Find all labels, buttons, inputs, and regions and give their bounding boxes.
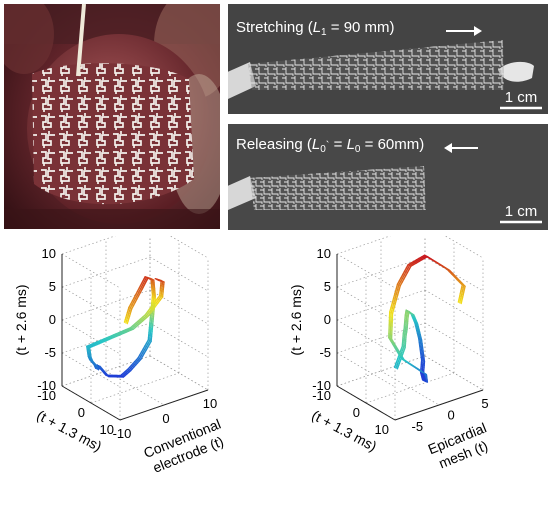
releasing-panel: Releasing (L0` = L0 = 60mm) 1 cm [228, 124, 548, 230]
trace-segment [396, 289, 400, 296]
trace-segment [395, 283, 399, 290]
trace-segment [395, 294, 399, 301]
y-axis-label: (t + 1.3 ms) [34, 407, 104, 455]
left-arrow-icon [444, 143, 478, 153]
photo-panel [4, 4, 220, 229]
y-tick: 0 [78, 405, 85, 420]
trace-segment [391, 297, 395, 304]
trace-segment [459, 299, 462, 304]
z-tick: -5 [319, 345, 331, 360]
trace-segment [390, 307, 394, 314]
trace-segment [392, 292, 396, 299]
scale-bar-label: 1 cm [505, 89, 538, 106]
phase-plot-svg: 10 5 0 -5 -10 10 0 -10 -5 0 5 (t + 2.6 m… [288, 236, 490, 471]
trace-segment [391, 302, 395, 309]
x-tick: 10 [203, 396, 217, 411]
trace-segment [394, 288, 397, 295]
z-tick: 5 [324, 279, 331, 294]
x-tick: 0 [162, 411, 169, 426]
trace-segment [441, 265, 447, 269]
trace-segment [395, 288, 399, 295]
trace-segment [445, 267, 451, 272]
y-tick: 0 [353, 405, 360, 420]
phase-plot-svg: 10 5 0 -5 -10 10 0 -10 -10 0 10 (t + 2.6… [13, 236, 226, 476]
plot-axes [61, 254, 209, 421]
trace-segment [389, 306, 392, 313]
trajectory-trace [86, 276, 165, 378]
plot-axes [336, 254, 484, 421]
trace-segment [437, 262, 443, 267]
x-tick: 5 [481, 396, 488, 411]
trace-segment [394, 298, 398, 305]
y-tick: 10 [375, 422, 389, 437]
stretched-mesh [248, 40, 504, 90]
trace-segment [426, 255, 432, 260]
z-axis-label: (t + 2.6 ms) [13, 284, 29, 355]
z-tick: -5 [44, 345, 56, 360]
scale-bar-label: 1 cm [505, 203, 538, 220]
right-arrow-icon [446, 26, 482, 36]
x-tick: -5 [412, 419, 424, 434]
z-axis-label: (t + 2.6 ms) [288, 284, 304, 355]
releasing-caption: Releasing (L0` = L0 = 60mm) [236, 136, 424, 155]
z-tick: 5 [49, 279, 56, 294]
x-tick: 0 [448, 408, 455, 423]
z-tick: 10 [42, 246, 56, 261]
trace-segment [398, 284, 401, 292]
trace-segment [430, 258, 436, 262]
z-tick: 0 [49, 312, 56, 327]
z-tick: 10 [317, 246, 331, 261]
release-clamp [228, 176, 256, 210]
phase-plot-epicardial: 10 5 0 -5 -10 10 0 -10 -5 0 5 (t + 2.6 m… [275, 236, 550, 522]
y-tick: -10 [312, 388, 331, 403]
trace-segment [393, 303, 396, 310]
y-axis-label: (t + 1.3 ms) [309, 407, 379, 455]
left-clamp [228, 62, 256, 99]
right-clamp [498, 61, 534, 82]
trace-segment [396, 284, 400, 291]
trace-segment [393, 298, 396, 305]
trace-segment [394, 293, 397, 300]
trace-segment [434, 260, 440, 265]
stretching-panel: Stretching (L1 = 90 mm) 1 cm [228, 4, 548, 114]
z-tick: -10 [37, 378, 56, 393]
trace-segment [391, 308, 395, 315]
heart-mesh-photo [4, 4, 220, 229]
z-tick: 0 [324, 312, 331, 327]
trace-segment [390, 302, 394, 309]
phase-plot-conventional: 10 5 0 -5 -10 10 0 -10 -10 0 10 (t + 2.6… [0, 236, 275, 522]
scale-bar: 1 cm [500, 89, 542, 110]
scale-bar: 1 cm [500, 203, 542, 224]
released-mesh [250, 166, 426, 210]
trace-segment [460, 299, 463, 305]
x-tick: -10 [113, 426, 132, 441]
y-tick: -10 [37, 388, 56, 403]
z-tick: -10 [312, 378, 331, 393]
y-tick: 10 [100, 422, 114, 437]
trajectory-trace [388, 254, 466, 383]
stretching-caption: Stretching (L1 = 90 mm) [236, 19, 395, 38]
trace-segment [457, 298, 460, 303]
probe-wire [76, 4, 86, 77]
